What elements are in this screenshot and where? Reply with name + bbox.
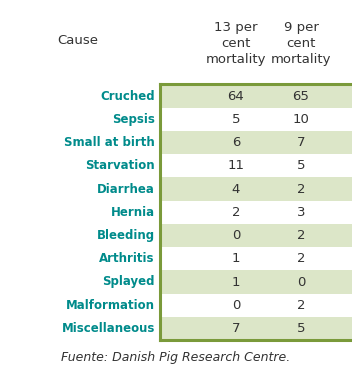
Bar <box>160 247 352 270</box>
Text: 5: 5 <box>297 322 305 335</box>
Text: Arthritis: Arthritis <box>99 252 155 265</box>
Text: 1: 1 <box>232 252 240 265</box>
Text: Cause: Cause <box>57 34 98 47</box>
Bar <box>160 84 352 108</box>
Bar <box>160 270 352 294</box>
Text: Sepsis: Sepsis <box>112 113 155 126</box>
Text: 7: 7 <box>232 322 240 335</box>
Bar <box>160 154 352 177</box>
Text: 2: 2 <box>297 229 305 242</box>
Text: 2: 2 <box>297 299 305 312</box>
Text: 1: 1 <box>232 276 240 288</box>
Text: 0: 0 <box>232 299 240 312</box>
Text: Miscellaneous: Miscellaneous <box>62 322 155 335</box>
Text: 64: 64 <box>227 90 244 102</box>
Bar <box>160 317 352 340</box>
Text: 7: 7 <box>297 136 305 149</box>
Text: Bleeding: Bleeding <box>97 229 155 242</box>
Text: Fuente: Danish Pig Research Centre.: Fuente: Danish Pig Research Centre. <box>61 351 291 364</box>
Text: 2: 2 <box>297 183 305 195</box>
Text: Malformation: Malformation <box>66 299 155 312</box>
Text: Hernia: Hernia <box>111 206 155 219</box>
Text: 6: 6 <box>232 136 240 149</box>
Bar <box>160 108 352 131</box>
Text: 5: 5 <box>297 159 305 172</box>
Text: Splayed: Splayed <box>102 276 155 288</box>
Text: 2: 2 <box>232 206 240 219</box>
Text: 10: 10 <box>293 113 309 126</box>
Text: 0: 0 <box>297 276 305 288</box>
Text: Diarrhea: Diarrhea <box>97 183 155 195</box>
Text: 3: 3 <box>297 206 305 219</box>
Text: 11: 11 <box>227 159 244 172</box>
Text: 4: 4 <box>232 183 240 195</box>
Text: 2: 2 <box>297 252 305 265</box>
Text: 65: 65 <box>293 90 309 102</box>
Text: 0: 0 <box>232 229 240 242</box>
Text: Small at birth: Small at birth <box>64 136 155 149</box>
Bar <box>160 177 352 201</box>
Text: 13 per
cent
mortality: 13 per cent mortality <box>206 21 266 66</box>
Text: Cruched: Cruched <box>100 90 155 102</box>
Bar <box>160 201 352 224</box>
Text: 5: 5 <box>232 113 240 126</box>
Bar <box>160 131 352 154</box>
Text: 9 per
cent
mortality: 9 per cent mortality <box>271 21 331 66</box>
Text: Starvation: Starvation <box>85 159 155 172</box>
Bar <box>160 224 352 247</box>
Bar <box>160 294 352 317</box>
